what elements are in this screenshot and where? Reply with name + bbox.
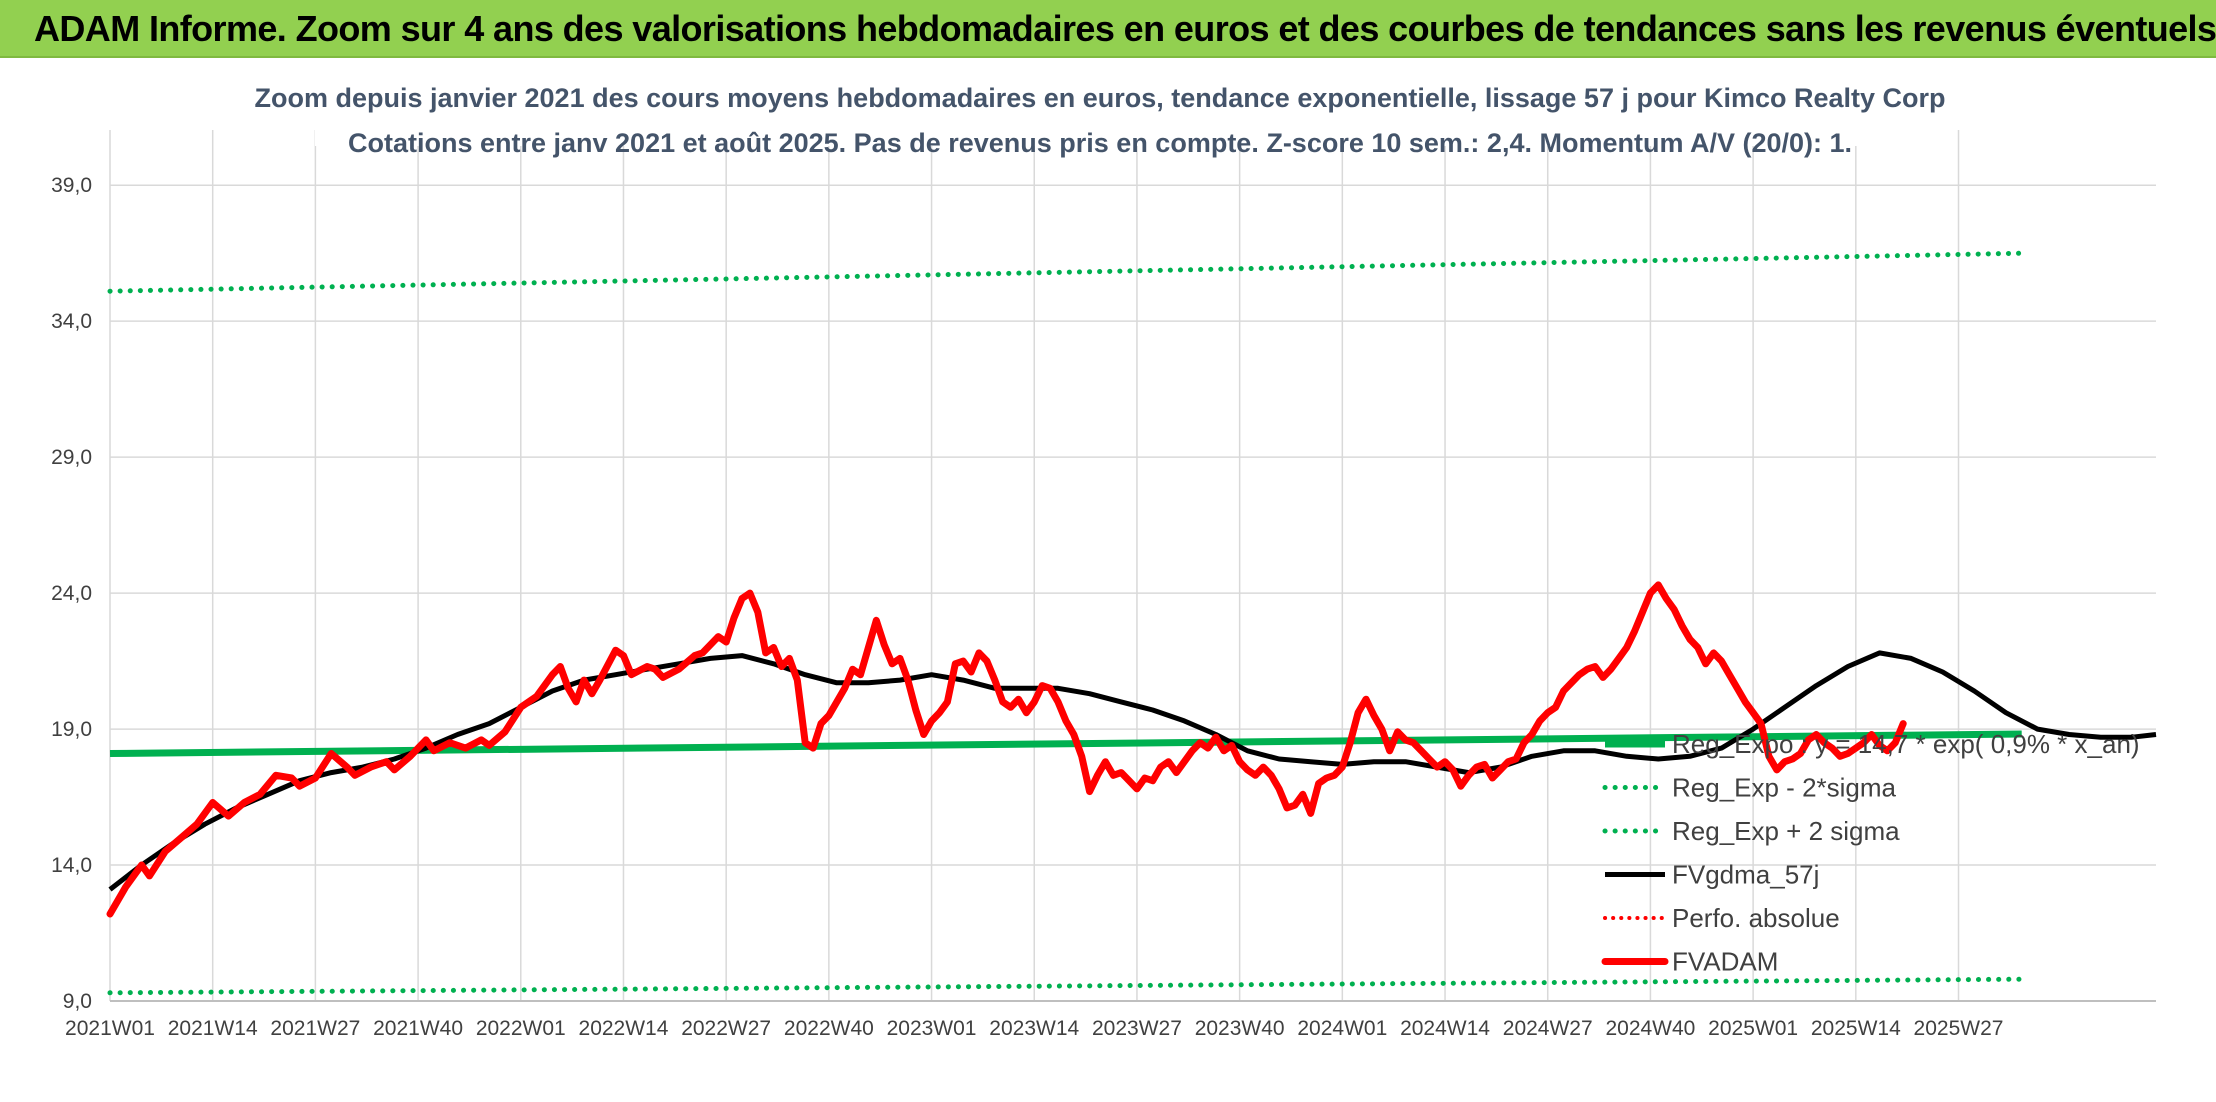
x-tick-label: 2022W14: [579, 1017, 669, 1040]
x-tick-label: 2021W14: [168, 1017, 258, 1040]
title-backdrop: [315, 60, 1885, 146]
x-tick-label: 2025W01: [1708, 1017, 1798, 1040]
legend-label: FVgdma_57j: [1672, 860, 1819, 890]
series-line-solid-black: [108, 650, 2157, 892]
y-tick-label: 19,0: [51, 718, 92, 741]
x-tick-label: 2025W27: [1914, 1017, 2004, 1040]
x-tick-label: 2022W27: [681, 1017, 771, 1040]
x-tick-label: 2022W01: [476, 1017, 566, 1040]
y-tick-label: 39,0: [51, 174, 92, 197]
y-tick-label: 24,0: [51, 582, 92, 605]
legend-label: Perfo. absolue: [1672, 903, 1840, 933]
series-line-dotted-green: [107, 250, 2025, 294]
x-tick-label: 2023W14: [989, 1017, 1079, 1040]
x-tick-label: 2024W40: [1605, 1017, 1695, 1040]
x-tick-label: 2021W40: [373, 1017, 463, 1040]
series-line-solid-red: [106, 581, 1907, 918]
x-tick-label: 2021W01: [65, 1017, 155, 1040]
report-title: ADAM Informe. Zoom sur 4 ans des valoris…: [34, 8, 2216, 49]
x-axis: 2021W01 2021W14 2021W27 2021W40 2022W01 2022W…: [65, 1017, 2003, 1040]
chart-titles: Zoom depuis janvier 2021 des cours moyen…: [254, 60, 1946, 158]
x-tick-label: 2024W01: [1297, 1017, 1387, 1040]
legend: Reg_Expo : y = 14,7 * exp( 0,9% * x_an) R…: [1601, 729, 2140, 977]
series-line-dotted-green: [107, 976, 2025, 996]
chart-title: Zoom depuis janvier 2021 des cours moyen…: [254, 83, 1945, 113]
series-line-solid-green: [109, 730, 2022, 757]
x-tick-label: 2024W14: [1400, 1017, 1490, 1040]
y-tick-label: 29,0: [51, 446, 92, 469]
x-tick-label: 2024W27: [1503, 1017, 1593, 1040]
x-tick-label: 2025W14: [1811, 1017, 1901, 1040]
legend-label: Reg_Exp + 2 sigma: [1672, 816, 1900, 846]
header-banner: ADAM Informe. Zoom sur 4 ans des valoris…: [0, 0, 2216, 58]
x-tick-label: 2021W27: [270, 1017, 360, 1040]
y-tick-label: 34,0: [51, 310, 92, 333]
x-tick-label: 2023W27: [1092, 1017, 1182, 1040]
grid: [109, 130, 2156, 1002]
chart-subtitle: Cotations entre janv 2021 et août 2025. …: [348, 128, 1852, 158]
x-tick-label: 2023W01: [887, 1017, 977, 1040]
line-chart: 9,014,019,024,029,034,039,0 2021W01 2021W…: [51, 60, 2157, 1040]
x-tick-label: 2023W40: [1195, 1017, 1285, 1040]
y-tick-label: 9,0: [63, 990, 92, 1013]
x-tick-label: 2022W40: [784, 1017, 874, 1040]
legend-label: Reg_Exp - 2*sigma: [1672, 773, 1897, 803]
y-tick-label: 14,0: [51, 854, 92, 877]
legend-label: FVADAM: [1672, 947, 1778, 977]
y-axis: 9,0 14,0 19,0 24,0 29,0 34,0 39,0: [51, 174, 92, 1013]
series: [106, 250, 2157, 996]
legend-label: Reg_Expo : y = 14,7 * exp( 0,9% * x_an): [1672, 729, 2140, 759]
